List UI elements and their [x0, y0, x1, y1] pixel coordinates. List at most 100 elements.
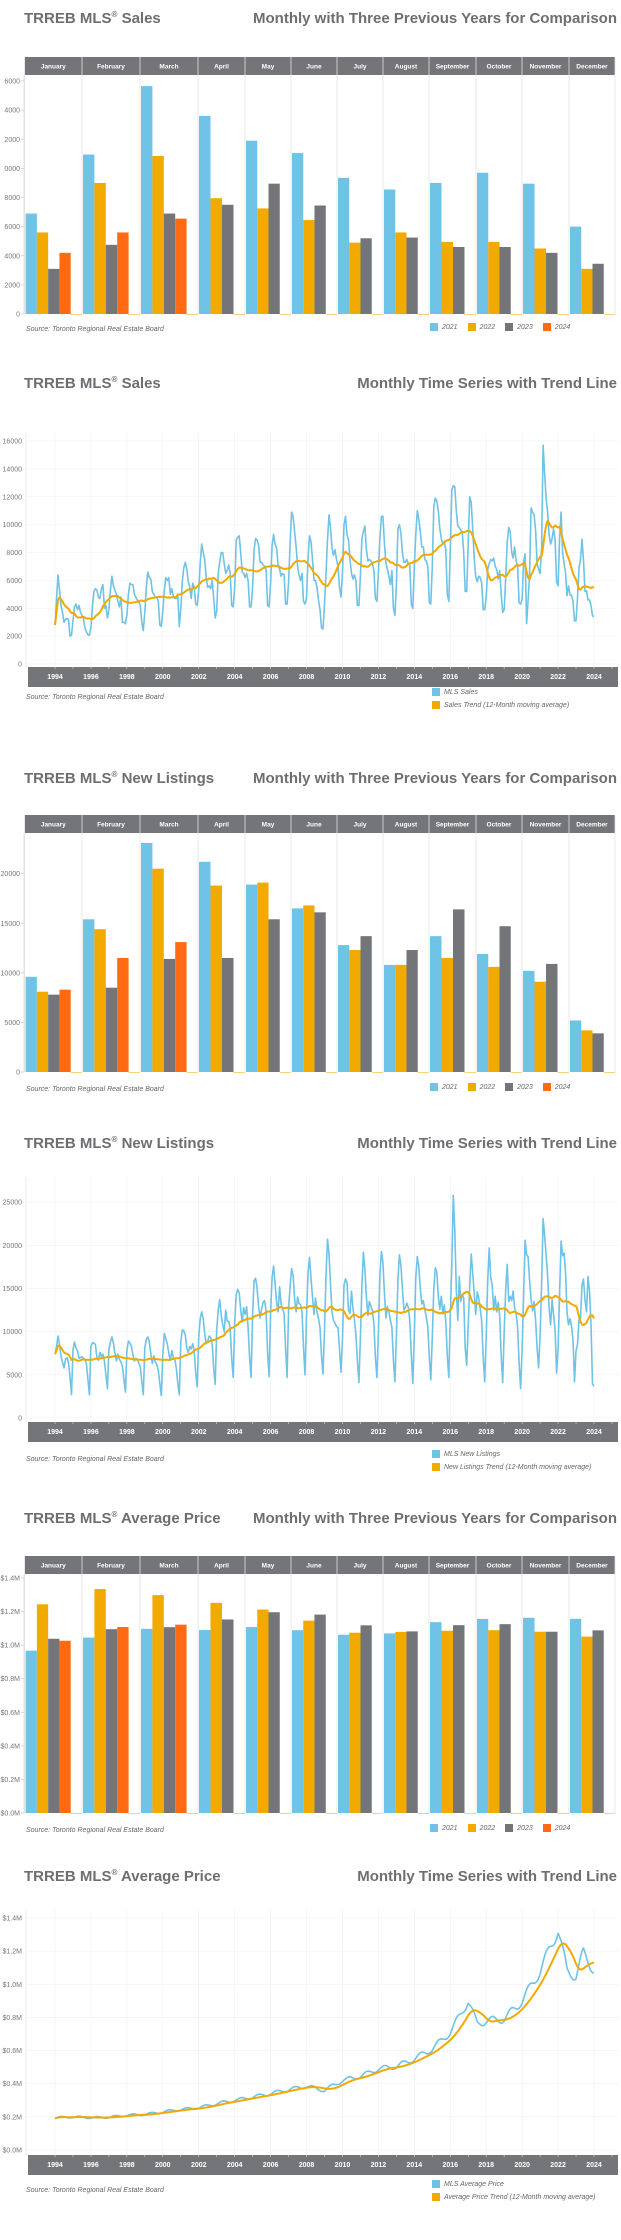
legend-swatch	[430, 323, 438, 331]
legend-item: 2022	[467, 1083, 496, 1091]
month-header-label: December	[576, 822, 608, 829]
bar-2023	[546, 1631, 558, 1813]
section-subtitle: Monthly with Three Previous Years for Co…	[253, 1510, 617, 1527]
legend-swatch	[505, 323, 514, 331]
x-tick-label: 1996	[83, 674, 99, 681]
bar-2022	[210, 885, 222, 1072]
month-header-cell	[337, 1556, 383, 1574]
y-tick-label: 2000	[6, 634, 22, 641]
bar-2023	[406, 950, 418, 1072]
month-header-label: September	[436, 1563, 470, 1570]
y-tick-label: 4000	[4, 108, 20, 115]
month-header-label: January	[41, 1563, 66, 1570]
legend-item: MLS Sales	[432, 688, 569, 696]
month-header-label: June	[306, 822, 322, 829]
legend-swatch	[542, 1083, 551, 1091]
x-tick-label: 2010	[335, 1429, 351, 1436]
y-tick-label: $0.6M	[1, 1710, 21, 1717]
month-header-label: November	[530, 1563, 562, 1570]
legend-swatch	[432, 1463, 440, 1471]
bar-2021	[292, 908, 304, 1072]
x-tick-label: 2012	[371, 674, 387, 681]
month-header-cell	[24, 815, 83, 833]
bar-2023	[222, 1619, 234, 1813]
bar-2023	[222, 957, 234, 1072]
month-header-cell	[140, 1556, 198, 1574]
legend-label: 2021	[442, 1824, 458, 1832]
bar-2021	[570, 1020, 582, 1072]
bar-2022	[441, 241, 453, 314]
x-tick-label: 2018	[478, 1429, 494, 1436]
y-tick-label: 20000	[3, 1243, 23, 1250]
bar-2023	[592, 263, 604, 314]
y-tick-label: $0.0M	[1, 1811, 21, 1818]
legend-swatch	[467, 323, 476, 331]
bar-2022	[349, 242, 361, 314]
month-header-cell	[140, 57, 198, 75]
bar-2023	[48, 268, 60, 314]
x-tick-label: 2004	[227, 674, 243, 681]
bar-2021	[199, 1630, 211, 1813]
y-tick-label: 5000	[6, 1372, 22, 1379]
avg-price-monthly-section: TRREB MLS® Average Price Monthly with Th…	[0, 1510, 621, 1540]
y-tick-label: $1.0M	[1, 1643, 21, 1650]
legend-item: 2022	[467, 323, 495, 331]
bar-2023	[222, 204, 234, 314]
bar-2023	[314, 912, 326, 1072]
section-subtitle: Monthly Time Series with Trend Line	[357, 1868, 617, 1885]
bar-2023	[314, 205, 326, 314]
bar-2022	[488, 241, 500, 314]
bar-2021	[141, 86, 153, 314]
bar-2022	[94, 182, 106, 314]
bar-2021	[246, 1627, 258, 1813]
bar-2023	[48, 1638, 60, 1813]
bar-2022	[534, 1631, 546, 1813]
x-tick-label: 2020	[514, 674, 530, 681]
month-header-label: October	[487, 822, 512, 829]
bar-2024	[117, 232, 129, 314]
bar-2021	[141, 1628, 153, 1813]
legend-label: 2024	[554, 1083, 571, 1091]
bar-2022	[303, 1620, 315, 1813]
bar-2022	[581, 1030, 593, 1072]
bar-2022	[581, 1636, 593, 1813]
x-tick-label: 1996	[83, 2162, 99, 2169]
source-note: Source: Toronto Regional Real Estate Boa…	[26, 694, 164, 701]
month-header-label: October	[487, 64, 512, 71]
x-tick-label: 2004	[227, 1429, 243, 1436]
legend-swatch	[467, 1824, 476, 1832]
legend-label: MLS Sales	[444, 688, 478, 696]
legend-label: 2022	[479, 1083, 496, 1091]
x-tick-label: 2006	[263, 1429, 279, 1436]
x-tick-label: 2022	[550, 1429, 566, 1436]
section-subtitle: Monthly with Three Previous Years for Co…	[253, 770, 617, 787]
bar-2023	[360, 936, 372, 1072]
avg-price-timeseries-section: TRREB MLS® Average Price Monthly Time Se…	[0, 1868, 621, 1898]
bar-2022	[441, 957, 453, 1072]
month-header-cell	[522, 815, 569, 833]
y-tick-label: 10000	[1, 970, 21, 977]
bar-2024	[117, 1627, 129, 1813]
month-header-label: December	[576, 64, 608, 71]
month-header-label: January	[41, 822, 66, 829]
section-subtitle: Monthly Time Series with Trend Line	[357, 1135, 617, 1152]
chart-legend: MLS Sales Sales Trend (12-Month moving av…	[432, 688, 579, 714]
y-tick-label: $1.4M	[3, 1916, 23, 1923]
bar-2022	[395, 964, 407, 1072]
month-header-label: August	[395, 1563, 418, 1570]
bar-2021	[292, 1630, 304, 1813]
bar-2021	[430, 1622, 442, 1813]
y-tick-label: 20000	[1, 871, 21, 878]
legend-label: Sales Trend (12-Month moving average)	[444, 701, 570, 709]
month-header-label: April	[214, 822, 229, 829]
x-tick-label: 2016	[442, 1429, 458, 1436]
month-header-cell	[198, 1556, 245, 1574]
month-header-label: December	[576, 1563, 608, 1570]
bar-2023	[453, 1625, 465, 1813]
bar-2021	[141, 842, 153, 1072]
month-header-cell	[429, 815, 476, 833]
y-tick-label: $1.2M	[3, 1949, 23, 1956]
legend-item: MLS Average Price	[432, 2180, 595, 2188]
legend-item: Sales Trend (12-Month moving average)	[432, 701, 569, 709]
y-tick-label: 25000	[3, 1200, 23, 1207]
